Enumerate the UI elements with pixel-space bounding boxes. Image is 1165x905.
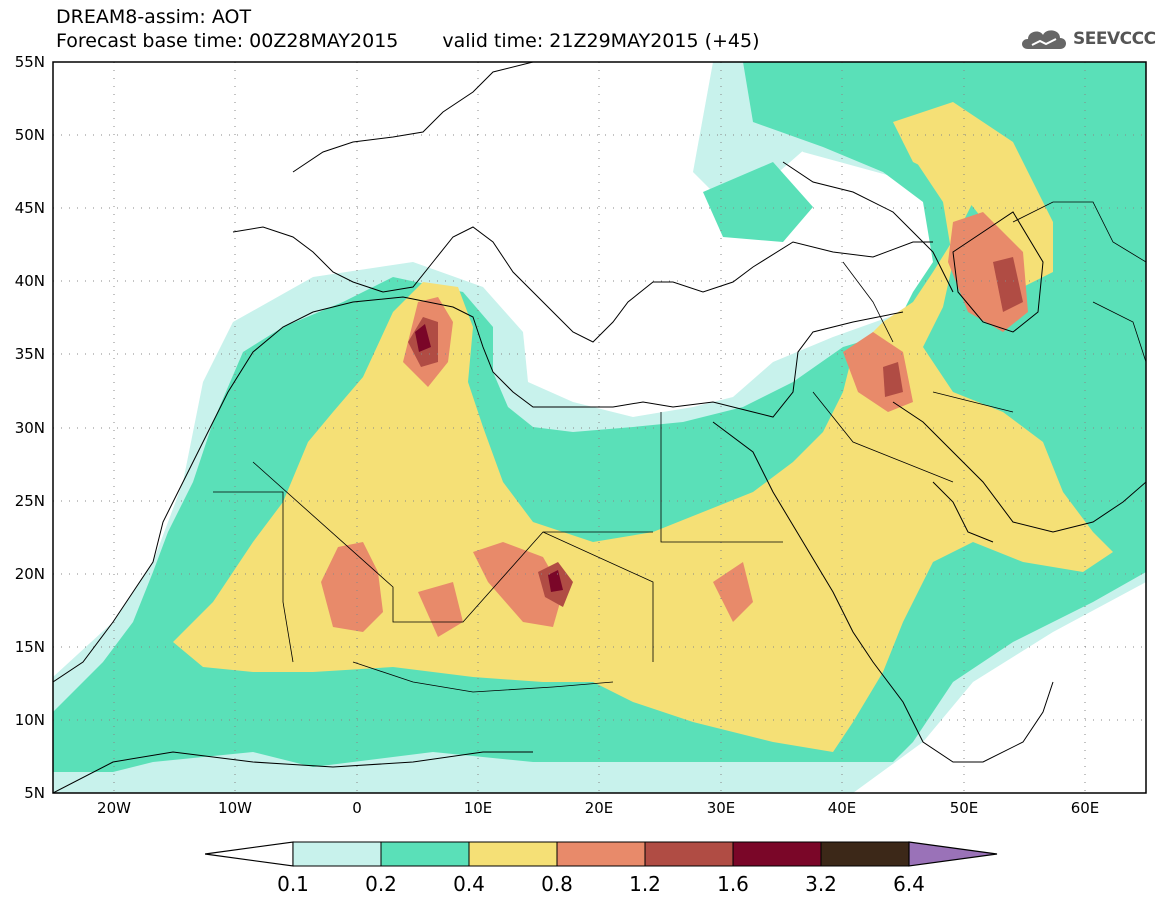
- cloud-icon: [1022, 30, 1066, 49]
- aot-map: [52, 61, 1147, 794]
- legend-label: 0.4: [453, 872, 485, 896]
- x-tick-label: 20W: [97, 799, 131, 817]
- x-tick-label: 20E: [584, 799, 614, 817]
- map-border: [52, 61, 1147, 794]
- valid-time: valid time: 21Z29MAY2015 (+45): [442, 30, 760, 52]
- x-tick-label: 60E: [1070, 799, 1100, 817]
- legend-label: 0.2: [365, 872, 397, 896]
- country-borders: [213, 201, 1146, 693]
- legend-swatch: [820, 841, 910, 867]
- y-tick-label: 50N: [14, 126, 45, 144]
- x-tick-label: 10E: [463, 799, 493, 817]
- aot-band-1.2: [408, 257, 1023, 607]
- y-tick-label: 55N: [14, 53, 45, 71]
- legend-swatch: [644, 841, 734, 867]
- color-legend: [205, 841, 998, 867]
- x-tick-label: 30E: [706, 799, 736, 817]
- x-tick-label: 40E: [827, 799, 857, 817]
- x-tick-label: 10W: [218, 799, 252, 817]
- legend-label: 0.1: [277, 872, 309, 896]
- legend-swatch: [468, 841, 558, 867]
- x-tick-label: 50E: [949, 799, 979, 817]
- legend-swatch: [732, 841, 822, 867]
- legend-swatch: [556, 841, 646, 867]
- logo-text: SEEVCCC: [1073, 29, 1156, 49]
- y-tick-label: 45N: [14, 199, 45, 217]
- y-tick-label: 40N: [14, 272, 45, 290]
- legend-swatch: [380, 841, 470, 867]
- logo: SEEVCCC: [1018, 24, 1156, 54]
- map-subtitle: Forecast base time: 00Z28MAY2015 valid ti…: [56, 30, 760, 52]
- legend-swatch: [292, 841, 382, 867]
- x-tick-label: 0: [352, 799, 362, 817]
- y-tick-label: 35N: [14, 345, 45, 363]
- legend-label: 6.4: [893, 872, 925, 896]
- y-tick-label: 30N: [14, 419, 45, 437]
- y-tick-label: 15N: [14, 638, 45, 656]
- legend-label: 1.2: [629, 872, 661, 896]
- map-title: DREAM8-assim: AOT: [56, 6, 252, 28]
- coastlines: [53, 62, 1146, 793]
- legend-under-arrow: [205, 841, 294, 867]
- aot-band-1.6: [415, 324, 563, 592]
- y-tick-label: 20N: [14, 565, 45, 583]
- legend-label: 0.8: [541, 872, 573, 896]
- y-tick-label: 25N: [14, 492, 45, 510]
- y-tick-label: 5N: [24, 784, 45, 802]
- legend-label: 1.6: [717, 872, 749, 896]
- legend-label: 3.2: [805, 872, 837, 896]
- base-time: Forecast base time: 00Z28MAY2015: [56, 30, 399, 52]
- y-tick-label: 10N: [14, 711, 45, 729]
- legend-over-arrow: [908, 841, 998, 867]
